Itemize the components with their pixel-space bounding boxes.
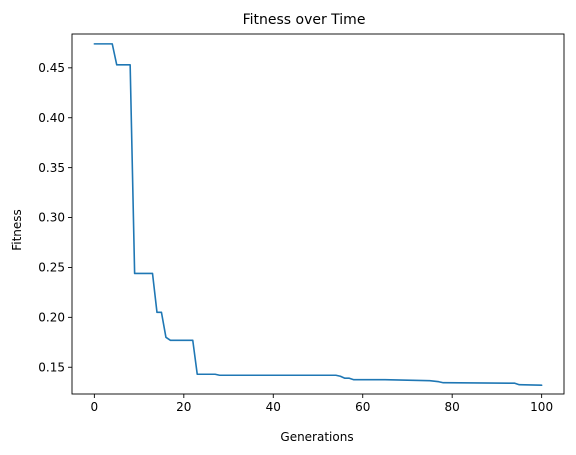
chart-title: Fitness over Time: [243, 12, 366, 28]
y-tick-label: 0.15: [38, 360, 65, 374]
y-axis-label: Fitness: [10, 209, 24, 251]
y-tick-label: 0.40: [38, 111, 65, 125]
x-tick-label: 60: [355, 400, 370, 414]
x-axis-label: Generations: [280, 430, 353, 444]
plot-frame: [71, 33, 565, 395]
series-line-0: [93, 43, 543, 387]
x-tick-label: 100: [530, 400, 553, 414]
y-tick-label: 0.30: [38, 211, 65, 225]
y-tick-label: 0.20: [38, 311, 65, 325]
y-tick-label: 0.25: [38, 261, 65, 275]
x-tick-label: 40: [266, 400, 281, 414]
y-tick-label: 0.35: [38, 161, 65, 175]
y-tick-label: 0.45: [38, 61, 65, 75]
x-tick-label: 0: [91, 400, 99, 414]
x-tick-label: 80: [445, 400, 460, 414]
x-tick-label: 20: [176, 400, 191, 414]
plot-area: 0 20 40 60 80 100 0.15 0.20 0.25 0.30 0.35 0.40 0.45: [38, 33, 565, 414]
